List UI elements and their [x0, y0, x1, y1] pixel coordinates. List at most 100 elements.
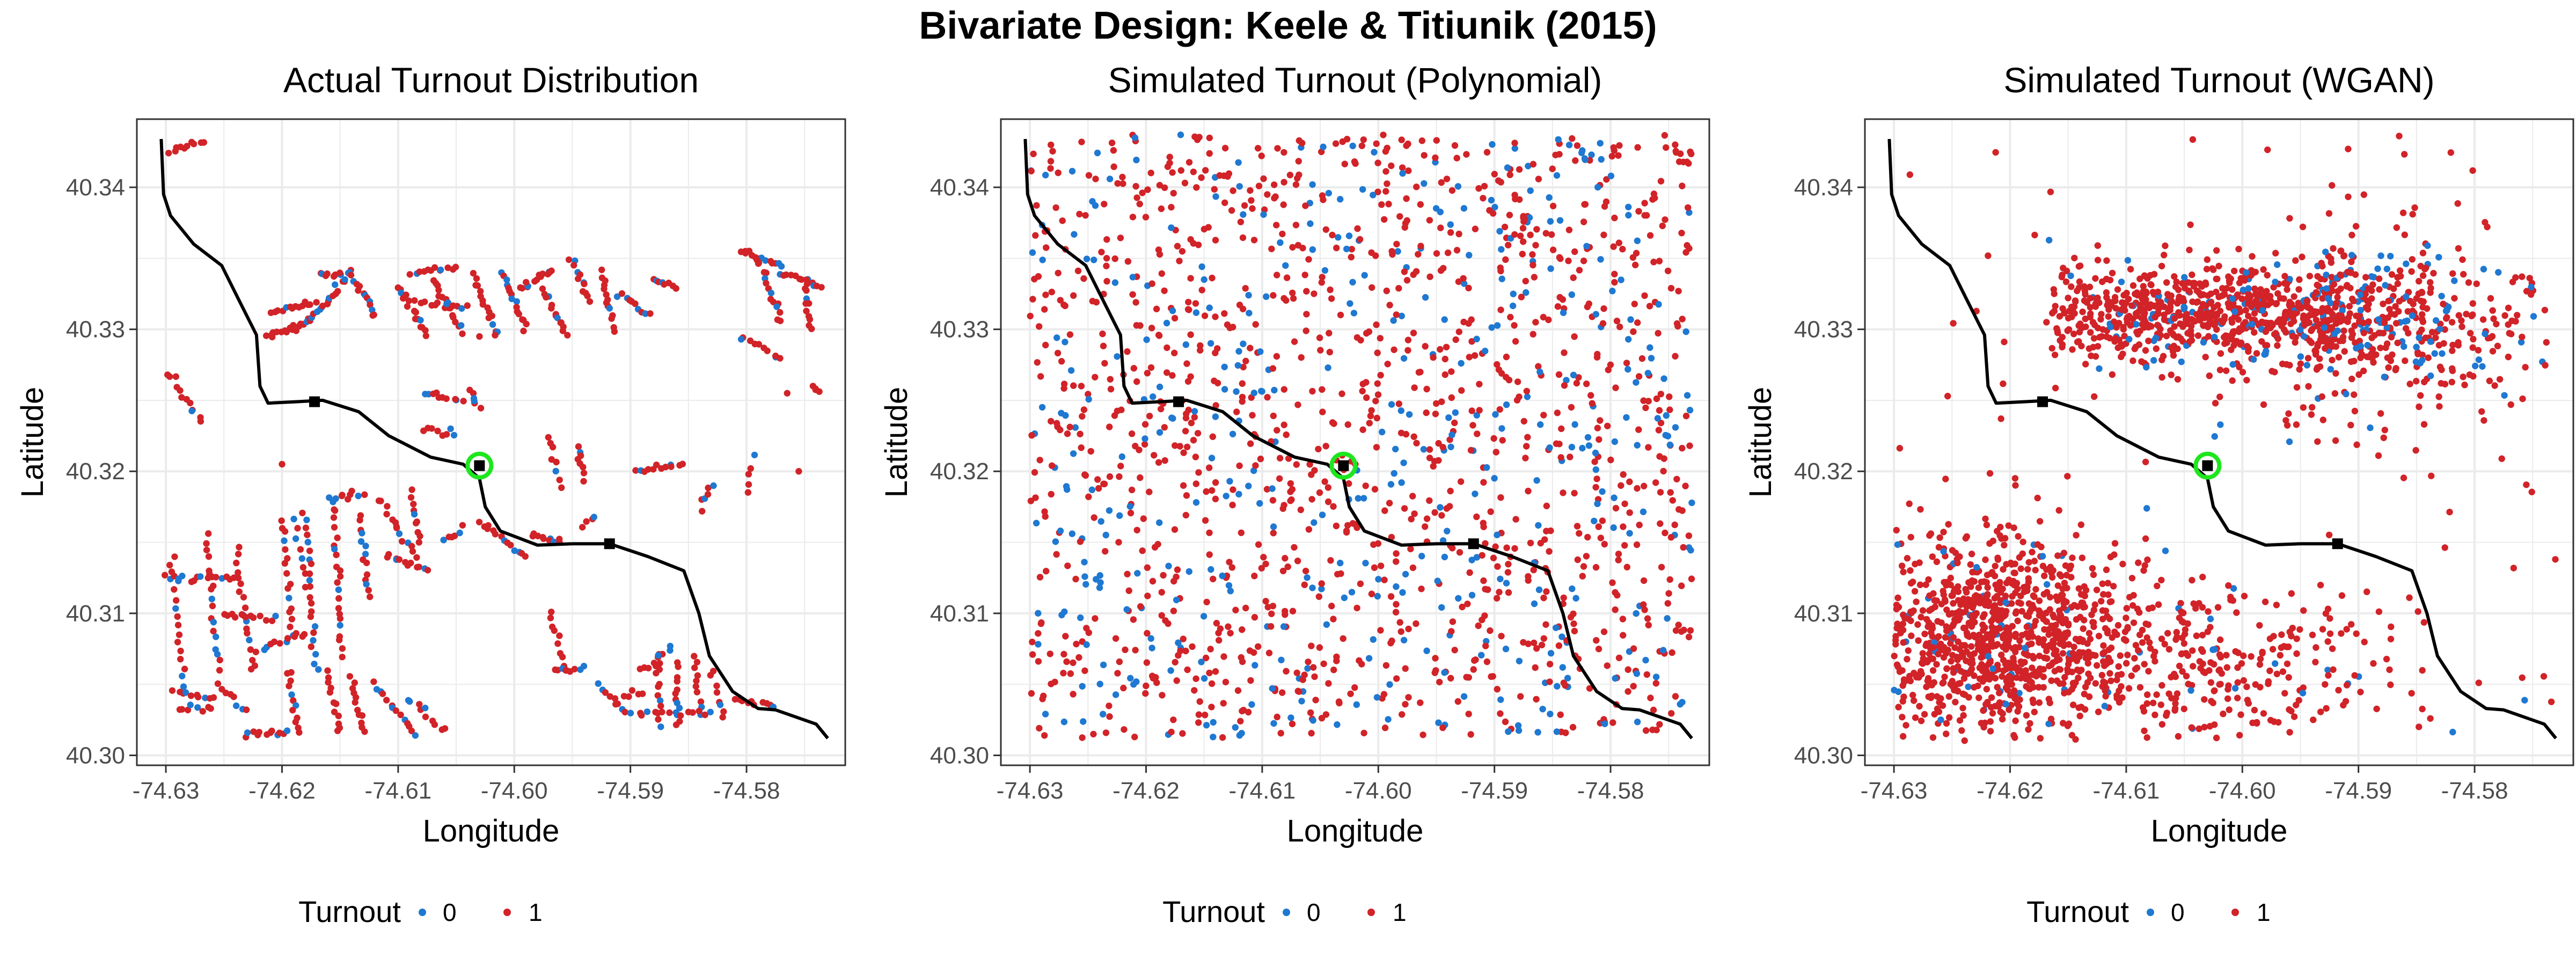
wgan-point-1: [1933, 661, 1940, 668]
wgan-point-1: [1951, 682, 1958, 690]
wgan-point-1: [2146, 639, 2153, 646]
poly-point-1: [1124, 348, 1131, 355]
poly-point-0: [1553, 728, 1561, 735]
poly-point-1: [1666, 576, 1673, 583]
wgan-point-1: [2116, 687, 2123, 694]
poly-point-1: [1225, 170, 1233, 177]
wgan-point-1: [1899, 733, 1907, 740]
wgan-point-1: [2176, 614, 2183, 621]
wgan-point-1: [2089, 565, 2096, 572]
poly-point-0: [1118, 453, 1125, 460]
poly-point-1: [1208, 680, 1216, 687]
actual-point-1: [451, 532, 458, 539]
wgan-point-0: [2107, 324, 2114, 331]
poly-point-1: [1079, 413, 1086, 420]
wgan-point-0: [2439, 350, 2446, 357]
poly-point-1: [1443, 505, 1450, 512]
actual-point-1: [197, 418, 204, 425]
poly-point-1: [1644, 615, 1651, 622]
poly-point-1: [1216, 636, 1223, 644]
wgan-point-1: [2079, 308, 2086, 316]
wgan-point-1: [1962, 642, 1969, 649]
actual-point-0: [710, 482, 717, 489]
poly-point-1: [1191, 414, 1198, 421]
poly-point-0: [1252, 662, 1258, 669]
actual-point-1: [689, 709, 696, 716]
poly-point-1: [1620, 632, 1627, 639]
poly-point-0: [1235, 159, 1242, 166]
wgan-point-1: [2173, 279, 2180, 286]
wgan-point-1: [2124, 319, 2131, 326]
poly-point-1: [1472, 656, 1479, 663]
poly-point-0: [1598, 156, 1605, 163]
wgan-point-1: [2448, 319, 2456, 326]
wgan-point-1: [2225, 582, 2232, 589]
wgan-point-1: [2259, 648, 2266, 656]
poly-point-0: [1355, 495, 1362, 502]
poly-point-1: [1092, 615, 1099, 622]
poly-point-0: [1343, 245, 1350, 253]
poly-point-1: [1333, 522, 1340, 530]
poly-point-0: [1307, 220, 1314, 227]
actual-point-1: [384, 503, 391, 510]
actual-point-1: [452, 264, 459, 270]
wgan-point-1: [1952, 550, 1959, 557]
poly-point-1: [1133, 526, 1140, 533]
poly-point-1: [1230, 486, 1236, 493]
actual-point-0: [458, 322, 465, 329]
wgan-point-1: [2234, 679, 2241, 686]
wgan-point-1: [2409, 308, 2416, 314]
actual-point-1: [744, 489, 752, 496]
poly-point-1: [1377, 627, 1384, 634]
poly-point-1: [1166, 153, 1173, 160]
wgan-point-1: [2510, 565, 2517, 572]
poly-point-1: [1116, 473, 1123, 480]
poly-point-1: [1206, 551, 1213, 558]
poly-point-1: [1059, 217, 1066, 224]
actual-point-0: [341, 276, 348, 283]
wgan-point-1: [2287, 309, 2294, 316]
wgan-point-1: [2236, 363, 2243, 371]
wgan-point-0: [2382, 282, 2389, 289]
actual-point-1: [672, 285, 679, 292]
wgan-point-0: [2528, 283, 2535, 291]
wgan-point-1: [2465, 279, 2472, 286]
poly-point-1: [1529, 160, 1537, 168]
actual-point-1: [208, 586, 215, 592]
poly-point-1: [1380, 131, 1387, 138]
wgan-point-1: [2158, 635, 2165, 642]
wgan-point-1: [2310, 716, 2317, 723]
wgan-point-1: [2148, 323, 2155, 330]
poly-point-0: [1096, 680, 1103, 687]
wgan-point-1: [2186, 338, 2193, 345]
wgan-point-1: [1955, 588, 1962, 595]
poly-point-0: [1510, 290, 1517, 297]
wgan-point-0: [2432, 317, 2440, 324]
poly-point-1: [1665, 590, 1672, 597]
poly-point-1: [1192, 453, 1199, 460]
poly-point-1: [1685, 633, 1693, 641]
wgan-point-1: [1992, 675, 1999, 682]
poly-point-1: [1543, 588, 1550, 595]
wgan-point-1: [1958, 727, 1965, 734]
wgan-point-0: [2438, 292, 2445, 299]
wgan-point-0: [2230, 585, 2237, 592]
wgan-point-1: [2393, 224, 2400, 231]
actual-point-1: [230, 693, 237, 700]
poly-point-1: [1079, 734, 1086, 741]
poly-point-1: [1682, 249, 1689, 256]
wgan-point-1: [2047, 188, 2054, 195]
poly-point-1: [1106, 713, 1113, 720]
wgan-point-1: [2161, 311, 2168, 318]
poly-point-1: [1586, 685, 1593, 692]
poly-point-1: [1353, 604, 1360, 612]
poly-point-1: [1381, 724, 1389, 731]
wgan-point-1: [1922, 581, 1929, 588]
actual-point-1: [477, 405, 485, 412]
poly-point-1: [1308, 496, 1315, 503]
wgan-point-1: [2065, 641, 2073, 648]
poly-point-1: [1433, 400, 1440, 407]
poly-highlight-ring: [1329, 451, 1358, 480]
wgan-point-1: [2087, 304, 2094, 311]
wgan-point-1: [2094, 257, 2102, 264]
